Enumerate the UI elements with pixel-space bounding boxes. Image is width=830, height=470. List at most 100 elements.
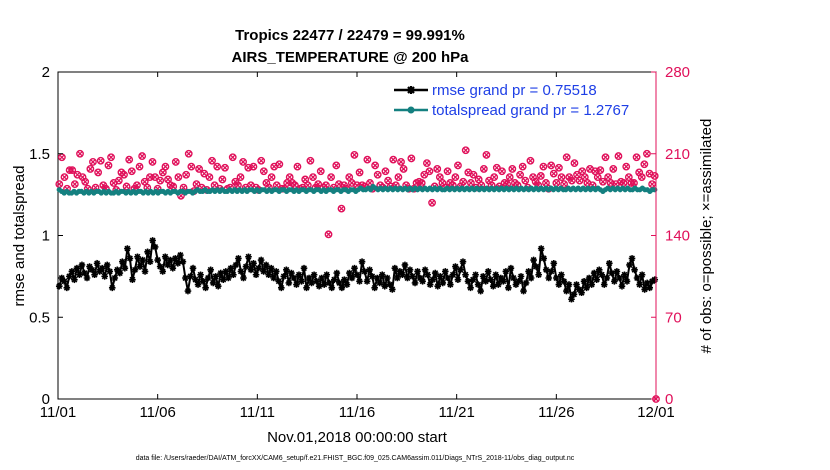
rmse-point xyxy=(459,258,467,265)
rmse-point xyxy=(328,284,336,292)
obs-assimilated-marker xyxy=(543,180,549,186)
obs-assimilated-marker xyxy=(444,168,451,174)
rmse-point xyxy=(568,295,575,303)
rmse-point xyxy=(447,281,454,288)
rmse-point xyxy=(502,268,510,275)
rmse-point xyxy=(172,255,179,262)
rmse-point xyxy=(353,271,361,279)
rmse-point xyxy=(144,248,151,256)
obs-possible-marker xyxy=(221,163,229,172)
rmse-point xyxy=(550,259,558,267)
obs-point xyxy=(601,153,610,162)
rmse-point xyxy=(333,269,341,277)
obs-assimilated-marker xyxy=(460,179,466,185)
obs-point xyxy=(459,177,468,186)
rmse-point xyxy=(588,281,595,288)
rmse-point xyxy=(131,266,139,274)
obs-point xyxy=(399,165,408,173)
rmse-point xyxy=(487,276,495,283)
obs-possible-marker xyxy=(94,168,103,177)
obs-assimilated-marker xyxy=(641,161,648,167)
obs-possible-marker xyxy=(622,162,631,171)
rmse-point xyxy=(270,274,278,282)
obs-assimilated-marker xyxy=(375,172,381,178)
obs-possible-marker xyxy=(275,160,284,169)
rmse-point xyxy=(78,261,86,269)
obs-point xyxy=(389,155,398,164)
obs-possible-marker xyxy=(192,180,201,189)
y2-tick-label: 280 xyxy=(665,64,690,81)
obs-point xyxy=(547,161,556,170)
rmse-point xyxy=(520,287,527,295)
rmse-point xyxy=(376,279,384,287)
obs-assimilated-marker xyxy=(219,176,226,183)
rmse-point xyxy=(394,274,401,282)
obs-point xyxy=(461,146,470,155)
obs-point xyxy=(630,179,638,187)
rmse-point xyxy=(454,276,462,283)
obs-assimilated-marker xyxy=(382,168,389,174)
obs-point xyxy=(257,156,266,165)
rmse-point xyxy=(275,277,283,285)
rmse-point xyxy=(421,266,429,274)
obs-assimilated-marker xyxy=(105,162,112,169)
obs-point xyxy=(599,177,607,186)
x-tick-label: 11/21 xyxy=(438,404,474,421)
obs-point xyxy=(350,151,359,159)
obs-possible-marker xyxy=(596,166,605,175)
rmse-point xyxy=(638,271,646,279)
rmse-point xyxy=(159,268,167,275)
obs-assimilated-marker xyxy=(455,162,461,169)
rmse-point xyxy=(166,256,174,264)
obs-possible-marker xyxy=(184,149,193,158)
rmse-point xyxy=(141,268,149,275)
obs-assimilated-marker xyxy=(183,172,189,178)
obs-possible-marker xyxy=(355,168,364,177)
obs-assimilated-marker xyxy=(77,151,83,157)
obs-assimilated-marker xyxy=(338,205,345,212)
obs-assimilated-marker xyxy=(494,165,500,171)
rmse-point xyxy=(194,281,202,288)
rmse-point xyxy=(553,274,560,282)
obs-point xyxy=(171,158,180,166)
obs-possible-marker xyxy=(293,162,302,171)
obs-assimilated-marker xyxy=(504,181,510,187)
obs-point xyxy=(133,181,141,190)
obs-point xyxy=(138,152,147,160)
obs-assimilated-marker xyxy=(437,174,443,180)
obs-assimilated-marker xyxy=(152,174,158,180)
rmse-point xyxy=(482,277,489,285)
obs-assimilated-marker xyxy=(481,166,487,172)
rmse-point xyxy=(295,271,303,279)
obs-possible-marker xyxy=(148,158,157,166)
obs-point xyxy=(508,165,517,173)
y-tick-label: 2 xyxy=(42,64,50,81)
obs-point xyxy=(316,167,325,176)
obs-assimilated-marker xyxy=(470,172,477,178)
rmse-point xyxy=(315,282,323,290)
rmse-layer xyxy=(55,237,659,303)
obs-assimilated-marker xyxy=(610,166,616,172)
rmse-point xyxy=(204,274,212,282)
rmse-point xyxy=(61,277,68,285)
rmse-point xyxy=(91,271,98,279)
rmse-point xyxy=(202,284,209,292)
rmse-point xyxy=(449,271,457,279)
obs-assimilated-marker xyxy=(561,181,567,187)
rmse-point xyxy=(252,271,260,279)
obs-assimilated-marker xyxy=(551,170,557,177)
obs-possible-marker xyxy=(70,180,79,189)
rmse-point xyxy=(479,273,487,280)
rmse-point xyxy=(492,271,500,279)
obs-point xyxy=(249,162,258,171)
obs-point xyxy=(536,172,545,180)
obs-assimilated-marker xyxy=(214,163,220,170)
rmse-point xyxy=(73,264,81,272)
rmse-point xyxy=(126,255,134,262)
obs-possible-marker xyxy=(567,176,576,185)
obs-assimilated-marker xyxy=(196,166,202,172)
obs-possible-marker xyxy=(394,173,403,182)
obs-assimilated-marker xyxy=(602,154,609,160)
plot-frame xyxy=(57,71,657,400)
obs-point xyxy=(107,153,115,162)
